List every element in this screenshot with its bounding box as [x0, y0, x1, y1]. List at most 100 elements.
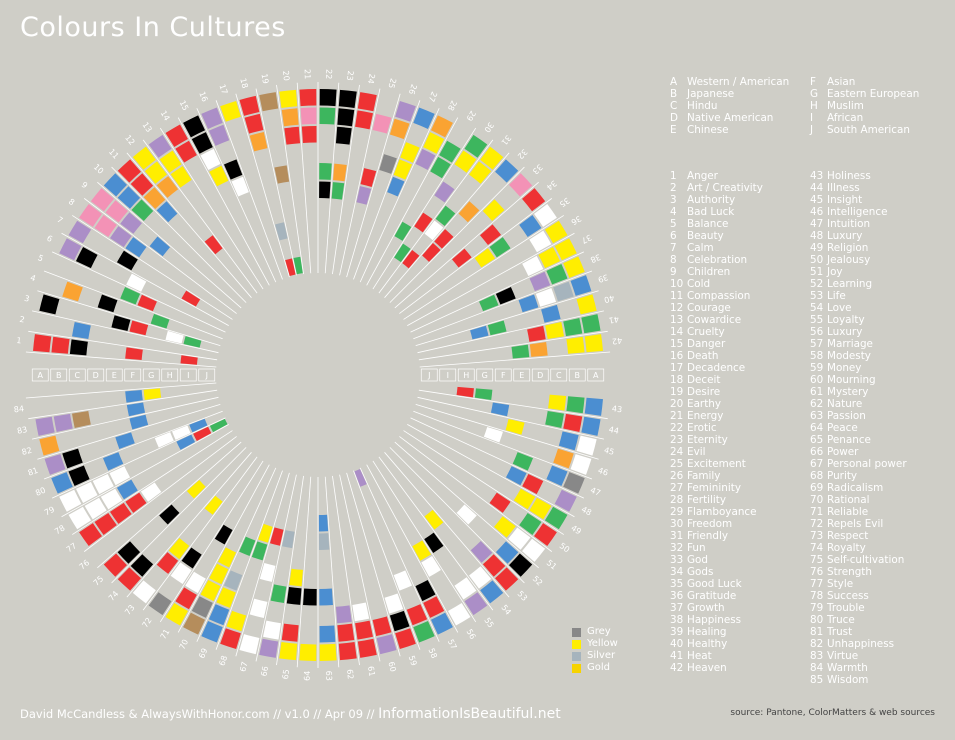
spoke-line — [389, 166, 525, 303]
legend-label: Compassion — [687, 290, 751, 302]
spoke-line — [37, 290, 221, 347]
spoke-line — [418, 389, 608, 420]
colour-cell — [110, 502, 132, 524]
colour-cell — [125, 347, 143, 361]
colour-cell — [406, 604, 428, 626]
legend-key: 25 — [670, 458, 684, 470]
colour-cell — [170, 562, 192, 585]
meaning-number-label: 62 — [345, 669, 355, 680]
colour-cell — [75, 247, 98, 269]
colour-cell — [584, 397, 603, 416]
meaning-legend-item: 28 Fertility — [670, 494, 820, 506]
colour-cell — [156, 201, 178, 223]
legend-label: Excitement — [687, 458, 746, 470]
spoke-line — [51, 417, 226, 499]
legend-key: 32 — [670, 542, 684, 554]
colour-cell — [44, 454, 66, 475]
legend-label: Luxury — [827, 230, 863, 242]
meaning-number-label: 68 — [218, 654, 230, 667]
legend-key: 45 — [810, 194, 824, 206]
colour-cell — [117, 186, 141, 209]
swatch-legend-item: Grey — [572, 626, 618, 638]
colour-cell — [129, 414, 149, 430]
colour-cell — [299, 643, 317, 661]
spoke-line — [339, 88, 381, 276]
spoke-line — [32, 396, 219, 440]
spoke-line — [255, 88, 297, 276]
colour-cell — [379, 154, 397, 174]
colour-cell — [220, 100, 241, 122]
meaning-legend-item: 24 Evil — [670, 446, 820, 458]
meaning-legend-item: 1 Anger — [670, 170, 820, 182]
colour-cell — [474, 248, 496, 268]
colour-cell — [244, 113, 264, 134]
ring-letter-box — [587, 368, 605, 382]
colour-cell — [185, 571, 206, 594]
legend-key: 1 — [670, 170, 677, 182]
meaning-legend-item: 67 Personal power — [810, 458, 955, 470]
meaning-number-label: 7 — [55, 215, 64, 225]
colour-cell — [534, 203, 557, 227]
colour-cell — [563, 256, 585, 278]
swatch-legend: Grey Yellow Silver Gold — [572, 626, 618, 674]
ring-letter: H — [463, 371, 469, 380]
meaning-legend-item: 82 Unhappiness — [810, 638, 955, 650]
meaning-legend-item: 85 Wisdom — [810, 674, 955, 686]
culture-legend-item: J South American — [810, 124, 955, 136]
colour-cell — [90, 188, 114, 212]
meaning-number-label: 36 — [569, 214, 582, 227]
meaning-legend-item: 74 Royalty — [810, 542, 955, 554]
meaning-legend-item: 37 Growth — [670, 602, 820, 614]
legend-key: I — [810, 112, 814, 124]
colour-cell — [424, 220, 444, 241]
colour-cell — [137, 294, 157, 312]
meaning-legend-item: 30 Freedom — [670, 518, 820, 530]
meaning-legend-col: 43 Holiness 44 Illness 45 Insight 46 Intelligen… — [810, 170, 955, 686]
meaning-number-label: 18 — [238, 77, 249, 89]
colour-cell — [319, 89, 337, 107]
colour-cell — [544, 220, 568, 244]
colour-cell — [126, 402, 146, 417]
colour-cell — [546, 264, 568, 285]
meaning-number-label: 2 — [19, 315, 26, 325]
colour-cell — [522, 474, 544, 495]
colour-cell — [201, 107, 223, 129]
colour-cell — [72, 321, 91, 339]
colour-cell — [189, 418, 208, 433]
ring-letter: J — [205, 371, 208, 380]
legend-key: 31 — [670, 530, 684, 542]
ring-letter: E — [519, 371, 524, 380]
legend-label: Authority — [687, 194, 736, 206]
colour-cell — [270, 584, 287, 603]
legend-key: 69 — [810, 482, 824, 494]
culture-legend-item: A Western / American — [670, 76, 820, 88]
footer-brand-link[interactable]: InformationIsBeautiful.net — [378, 706, 561, 722]
colour-cell — [285, 258, 296, 276]
colour-cell — [464, 592, 488, 616]
colour-cell — [518, 294, 539, 313]
meaning-number-label: 39 — [597, 272, 610, 284]
colour-cell — [300, 107, 317, 125]
colour-cell — [544, 506, 568, 530]
spoke-line — [399, 198, 553, 314]
legend-label: Art / Creativity — [687, 182, 763, 194]
legend-key: 77 — [810, 578, 824, 590]
colour-cell — [354, 469, 367, 487]
colour-cell — [505, 466, 527, 486]
culture-legend-item: H Muslim — [810, 100, 955, 112]
legend-label: Rational — [827, 494, 870, 506]
colour-cell — [519, 215, 542, 238]
meaning-number-label: 67 — [238, 661, 249, 673]
meaning-number-label: 57 — [446, 638, 459, 651]
colour-cell — [538, 247, 561, 269]
meaning-number-label: 21 — [303, 69, 312, 80]
legend-key: 3 — [670, 194, 677, 206]
meaning-legend-item: 12 Courage — [670, 302, 820, 314]
colour-cell — [470, 541, 493, 563]
colour-cell — [79, 523, 102, 547]
colour-cell — [319, 625, 336, 643]
colour-cell — [111, 315, 131, 332]
legend-label: Jealousy — [827, 254, 871, 266]
colour-cell — [143, 187, 166, 209]
legend-label: Energy — [687, 410, 724, 422]
